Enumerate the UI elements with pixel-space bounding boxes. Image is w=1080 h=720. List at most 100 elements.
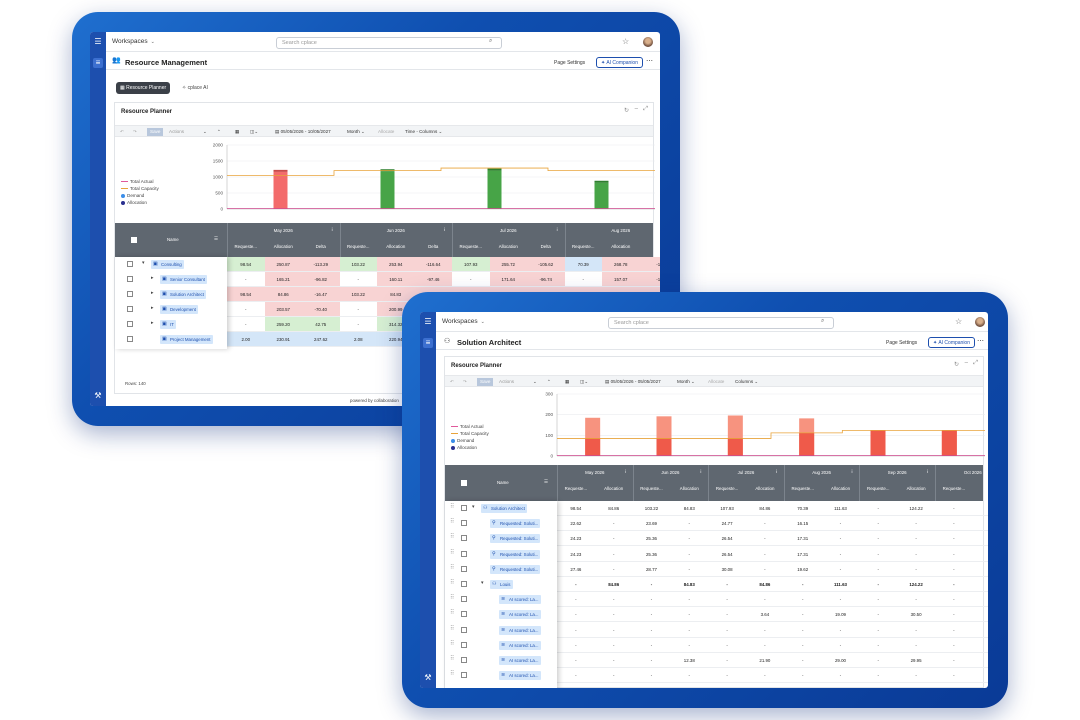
grid-cell[interactable]: -	[859, 592, 898, 608]
more-icon[interactable]: ⋯	[646, 58, 653, 65]
column-header[interactable]: Allocation	[273, 244, 293, 249]
column-header[interactable]: Allocation	[679, 486, 699, 491]
grid-cell[interactable]: -	[670, 516, 709, 532]
month-header[interactable]: Jun 2026	[661, 470, 680, 475]
grid-cell[interactable]: 22.62	[557, 516, 595, 532]
grid-cell[interactable]: -	[935, 607, 973, 623]
grid-cell[interactable]: -	[897, 562, 935, 577]
grid-cell[interactable]: -	[859, 501, 898, 516]
grid-cell[interactable]: -	[783, 668, 822, 684]
grid-cell[interactable]: 98.54	[557, 501, 595, 516]
month-header[interactable]: May 2026	[273, 228, 293, 233]
grid-cell[interactable]: -96.82	[302, 272, 340, 287]
grid-cell[interactable]: 84.86	[746, 577, 784, 592]
workspaces-menu[interactable]: Workspaces	[112, 38, 148, 45]
tree-row[interactable]: ▣ Project Management	[115, 332, 227, 347]
tree-row[interactable]: ⠿ ⚲ Requested: Soluti...	[445, 516, 557, 531]
grid-cell[interactable]: -	[632, 653, 671, 668]
column-header[interactable]: -	[657, 244, 659, 249]
grid-cell[interactable]: 98.54	[227, 287, 265, 302]
collapse-icon[interactable]: ⌄	[203, 129, 207, 134]
tab-cplace-ai[interactable]: ✧ cplace AI	[182, 85, 208, 91]
row-checkbox[interactable]	[461, 611, 467, 618]
grid-cell[interactable]: -	[746, 531, 784, 547]
grid-cell[interactable]: -	[227, 302, 265, 317]
grid-cell[interactable]	[972, 577, 988, 592]
expand-arrow-icon[interactable]: ▾	[472, 504, 475, 510]
save-button[interactable]: Save	[147, 128, 164, 136]
month-header[interactable]: Aug 2026	[812, 470, 831, 475]
grid-cell[interactable]: -	[557, 653, 595, 668]
grid-cell[interactable]: 3.64	[746, 607, 784, 623]
grid-cell[interactable]: 19.62	[783, 562, 822, 577]
drag-handle-icon[interactable]: ⠿	[450, 595, 455, 602]
star-icon[interactable]: ☆	[622, 37, 630, 46]
star-icon[interactable]: ☆	[955, 317, 963, 326]
drag-handle-icon[interactable]: ⠿	[450, 519, 455, 526]
grid-cell[interactable]: 19.09	[821, 607, 860, 623]
month-header[interactable]: Jul 2026	[737, 470, 755, 475]
grid-cell[interactable]: -	[708, 607, 746, 623]
expand-up-icon[interactable]: ⌃	[217, 129, 221, 134]
grid-cell[interactable]: -	[821, 623, 860, 638]
row-checkbox[interactable]	[127, 291, 133, 297]
grid-cell[interactable]: 29.95	[897, 653, 935, 668]
grid-cell[interactable]: -	[746, 638, 784, 653]
ai-companion-button[interactable]: ✦ AI Companion	[596, 57, 643, 68]
column-header[interactable]: Requeste...	[234, 244, 257, 249]
tree-item-tag[interactable]: ≋ AI scored: La...	[499, 610, 541, 620]
grid-cell[interactable]: -	[339, 317, 377, 332]
grid-cell[interactable]: 30.08	[708, 562, 746, 577]
grid-cell[interactable]: 29.00	[821, 653, 860, 668]
row-checkbox[interactable]	[461, 626, 467, 633]
expand-arrow-icon[interactable]: ▸	[151, 275, 154, 281]
tree-row[interactable]: ⠿ ≋ AI scored: La...	[445, 607, 557, 622]
tree-item-tag[interactable]: ▣ Solution Architect	[160, 290, 206, 299]
grid-cell[interactable]: 25.36	[632, 531, 671, 547]
grid-cell[interactable]: -105.62	[527, 257, 565, 272]
expand-arrow-icon[interactable]: ▾	[142, 260, 145, 266]
grid-cell[interactable]: -	[783, 607, 822, 623]
grid-cell[interactable]: 12.38	[670, 653, 709, 668]
grid-cell[interactable]: -	[632, 623, 671, 638]
tree-item-tag[interactable]: ▣ Development	[160, 305, 198, 314]
grid-cell[interactable]: 84.83	[670, 501, 709, 516]
date-range-picker[interactable]: ▤ 05/05/2026 - 10/05/2027	[275, 129, 331, 134]
menu-icon[interactable]: ☰	[424, 317, 432, 326]
table-icon[interactable]: ▦	[235, 129, 240, 134]
grid-cell[interactable]: -	[594, 592, 633, 608]
grid-cell[interactable]: -	[452, 272, 490, 287]
grid-cell[interactable]: -	[632, 668, 671, 684]
grid-cell[interactable]: -	[227, 317, 265, 332]
column-header[interactable]: Allo	[973, 486, 988, 491]
grid-cell[interactable]: -	[935, 623, 973, 638]
tree-row[interactable]: ⠿ ≋ AI scored: La...	[445, 623, 557, 638]
select-all-checkbox[interactable]	[131, 237, 137, 243]
month-header[interactable]: May 2026	[585, 470, 605, 475]
tree-row[interactable]: ⠿ ≋ AI scored: La...	[445, 592, 557, 607]
minimize-icon[interactable]: –	[964, 360, 968, 366]
grid-cell[interactable]: 84.86	[594, 501, 633, 516]
column-header[interactable]: Delta	[540, 244, 551, 249]
grid-cell[interactable]: 1	[972, 501, 988, 516]
grid-cell[interactable]: 111.63	[821, 501, 860, 516]
grid-cell[interactable]: -97.46	[414, 272, 452, 287]
grid-cell[interactable]: -	[859, 623, 898, 638]
month-header[interactable]: Sep 2026	[887, 470, 907, 475]
month-header[interactable]: Aug 2026	[611, 228, 631, 233]
grid-cell[interactable]: -	[935, 592, 973, 608]
grid-cell[interactable]: 26.54	[708, 547, 746, 562]
grid-cell[interactable]: 84.86	[264, 287, 302, 302]
grid-cell[interactable]: 84.83	[377, 287, 415, 302]
info-icon[interactable]: ⅰ	[927, 469, 929, 474]
drag-handle-icon[interactable]: ⠿	[450, 640, 455, 647]
grid-cell[interactable]: -	[897, 547, 935, 562]
column-header[interactable]: Allocation	[906, 486, 926, 491]
grid-cell[interactable]: 203.57	[264, 302, 302, 317]
grid-cell[interactable]: -	[859, 668, 898, 684]
grid-cell[interactable]: 21.90	[746, 653, 784, 668]
grid-cell[interactable]: -	[783, 653, 822, 668]
tab-resource-planner[interactable]: ▦ Resource Planner	[116, 82, 171, 94]
grid-cell[interactable]: -	[746, 562, 784, 577]
tree-row[interactable]: ▸ ▣ Development	[115, 302, 227, 317]
